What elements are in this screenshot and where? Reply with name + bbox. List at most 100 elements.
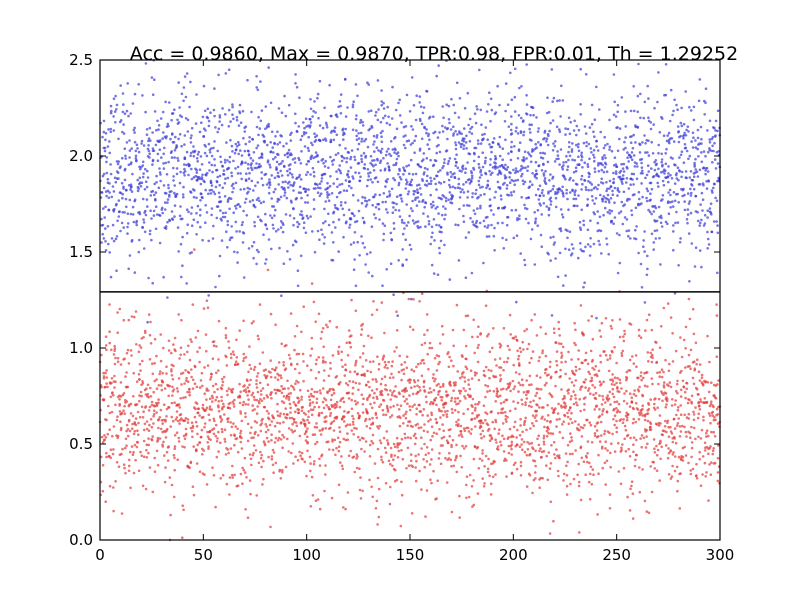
data-point (125, 351, 129, 355)
data-point (618, 261, 622, 265)
data-point (147, 144, 150, 147)
data-point (294, 404, 298, 407)
data-point (418, 386, 421, 389)
data-point (580, 174, 584, 178)
data-point (698, 183, 702, 186)
data-point (666, 222, 669, 226)
data-point (696, 175, 700, 178)
data-point (604, 156, 607, 160)
data-point (309, 505, 313, 508)
data-point (280, 174, 284, 177)
data-point (266, 143, 269, 147)
data-point (486, 390, 489, 393)
data-point (543, 137, 546, 140)
data-point (541, 157, 545, 160)
data-point (318, 139, 322, 142)
data-point (140, 181, 144, 184)
data-point (158, 171, 162, 174)
data-point (529, 160, 533, 164)
data-point (253, 398, 256, 402)
data-point (314, 111, 317, 114)
data-point (602, 213, 605, 217)
data-point (429, 202, 433, 206)
data-point (328, 319, 332, 323)
data-point (405, 93, 409, 97)
data-point (166, 122, 170, 126)
data-point (273, 368, 277, 372)
data-point (153, 405, 156, 408)
data-point (368, 478, 371, 482)
data-point (368, 455, 372, 458)
data-point (520, 174, 523, 178)
data-point (124, 375, 127, 378)
data-point (189, 136, 193, 140)
data-point (119, 395, 123, 398)
data-point (252, 240, 256, 244)
data-point (494, 418, 497, 422)
data-point (414, 454, 418, 458)
data-point (387, 360, 391, 364)
data-point (324, 427, 328, 430)
data-point (698, 224, 701, 227)
data-point (413, 403, 416, 407)
data-point (111, 185, 115, 188)
data-point (493, 249, 496, 252)
data-point (215, 395, 219, 399)
data-point (205, 349, 208, 353)
data-point (257, 337, 260, 341)
data-point (344, 507, 347, 511)
data-point (141, 416, 145, 419)
data-point (464, 397, 467, 400)
data-point (523, 150, 527, 153)
data-point (386, 408, 390, 411)
data-point (149, 139, 152, 142)
data-point (100, 353, 103, 357)
data-point (512, 236, 516, 240)
data-point (532, 113, 535, 117)
data-point (264, 262, 267, 265)
data-point (411, 209, 414, 213)
data-point (311, 494, 315, 497)
data-point (155, 449, 159, 453)
data-point (450, 396, 454, 400)
data-point (255, 379, 258, 382)
data-point (445, 103, 449, 106)
data-point (542, 174, 546, 177)
data-point (690, 242, 694, 245)
data-point (336, 152, 340, 155)
data-point (224, 334, 228, 337)
data-point (203, 425, 206, 429)
data-point (269, 375, 273, 379)
data-point (392, 177, 395, 180)
data-point (470, 132, 474, 135)
data-point (361, 216, 365, 220)
data-point (249, 367, 253, 371)
data-point (272, 157, 275, 161)
data-point (146, 383, 150, 387)
data-point (380, 301, 384, 304)
data-point (313, 250, 317, 254)
data-point (375, 499, 379, 503)
data-point (584, 73, 588, 76)
data-point (280, 294, 283, 298)
data-point (642, 239, 645, 242)
data-point (662, 134, 666, 137)
data-point (275, 160, 279, 164)
data-point (692, 175, 696, 178)
data-point (582, 285, 585, 289)
data-point (671, 157, 674, 160)
data-point (175, 192, 179, 196)
data-point (242, 209, 245, 213)
data-point (423, 126, 426, 130)
data-point (520, 164, 523, 168)
data-point (109, 456, 112, 460)
data-point (491, 141, 495, 144)
data-point (668, 188, 672, 192)
data-point (462, 144, 466, 147)
data-point (314, 362, 318, 366)
data-point (251, 391, 255, 395)
data-point (309, 354, 312, 357)
data-point (218, 116, 222, 119)
data-point (223, 161, 227, 164)
